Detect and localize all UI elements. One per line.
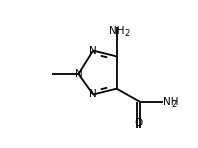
Text: N: N: [89, 46, 97, 56]
Text: NH: NH: [109, 26, 124, 36]
Text: 2: 2: [172, 100, 177, 109]
Text: 2: 2: [124, 29, 129, 38]
Text: O: O: [134, 118, 142, 128]
Text: N: N: [89, 89, 97, 99]
Text: NH: NH: [163, 97, 179, 107]
Text: N: N: [75, 69, 82, 79]
